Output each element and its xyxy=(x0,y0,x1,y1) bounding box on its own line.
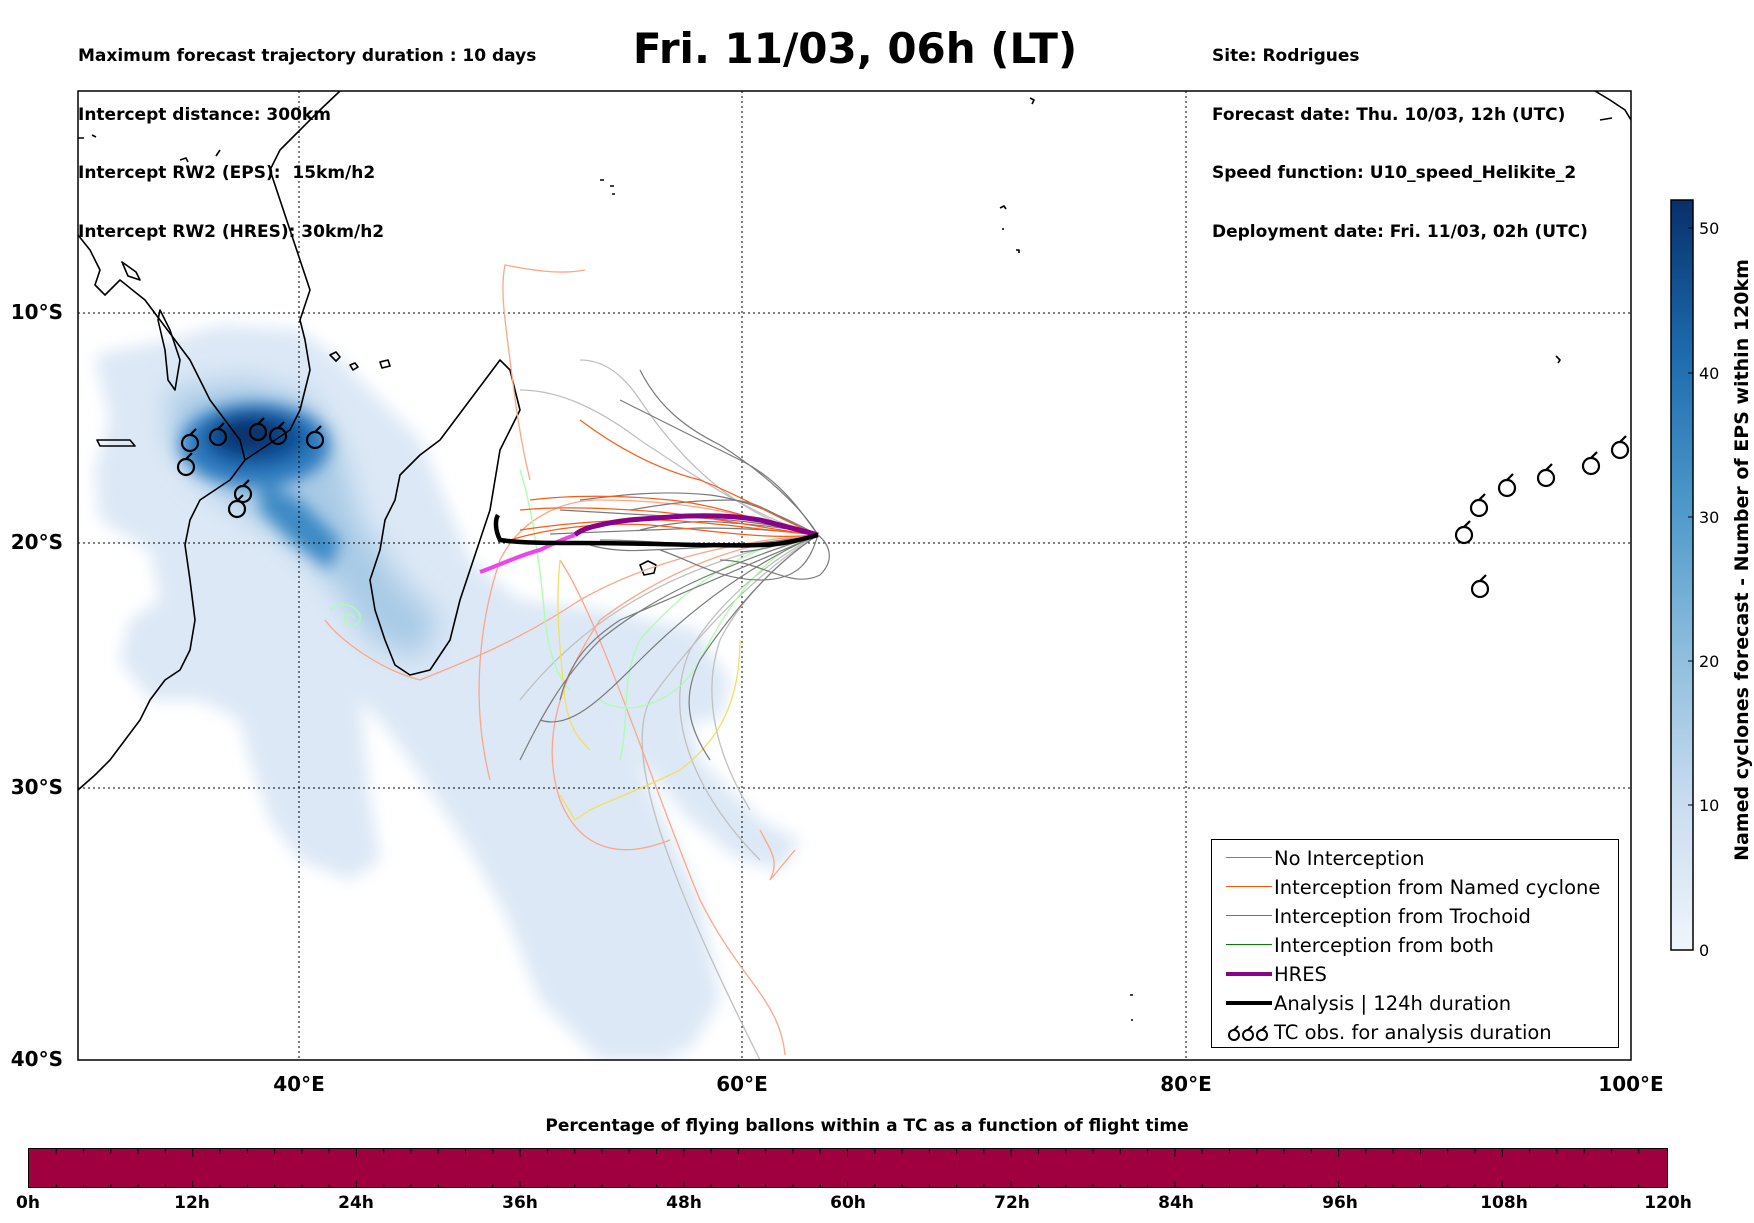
legend-label: Analysis | 124h duration xyxy=(1274,992,1512,1015)
cyclone-symbol-icon xyxy=(1581,451,1601,476)
gridlines xyxy=(78,91,1631,1060)
percentage-bar-label: 96h xyxy=(1322,1193,1358,1213)
cyclone-symbol-icon xyxy=(305,425,325,450)
colorbar-tick: 30 xyxy=(1699,508,1720,527)
legend-label: TC obs. for analysis duration xyxy=(1274,1021,1552,1044)
lon-label: 60°E xyxy=(716,1072,768,1096)
legend-label: No Interception xyxy=(1274,847,1425,870)
percentage-bar-label: 84h xyxy=(1158,1193,1194,1213)
cyclone-symbol-icon xyxy=(1610,435,1630,460)
percentage-bar-label: 12h xyxy=(174,1193,210,1213)
lat-label: 40°S xyxy=(10,1047,63,1071)
legend-label: Interception from Trochoid xyxy=(1274,905,1531,928)
legend-item-both: Interception from both xyxy=(1212,932,1618,961)
info-line: Maximum forecast trajectory duration : 1… xyxy=(78,46,537,66)
map-legend: No Interception Interception from Named … xyxy=(1211,839,1619,1048)
percentage-bar-label: 24h xyxy=(338,1193,374,1213)
forecast-info-right: Site: Rodrigues Forecast date: Thu. 10/0… xyxy=(1212,8,1588,262)
legend-item-analysis: Analysis | 124h duration xyxy=(1212,990,1618,1019)
lat-label: 30°S xyxy=(10,775,63,799)
lat-label: 20°S xyxy=(10,530,63,554)
colorbar-tick: 10 xyxy=(1699,796,1720,815)
cyclone-symbol-icon xyxy=(1536,463,1556,488)
colorbar-tick: 50 xyxy=(1699,219,1720,238)
info-line: Site: Rodrigues xyxy=(1212,46,1360,66)
legend-swatch xyxy=(1226,1001,1272,1005)
cyclone-symbol-icon xyxy=(208,422,228,447)
colorbar xyxy=(1670,199,1694,951)
map-title: Fri. 11/03, 06h (LT) xyxy=(632,24,1078,73)
percentage-bar-label: 72h xyxy=(994,1193,1030,1213)
cyclone-symbol-icon xyxy=(233,479,253,504)
lon-label: 100°E xyxy=(1598,1072,1664,1096)
legend-swatch xyxy=(1226,886,1272,887)
colorbar-title-text: Named cyclones forecast - Number of EPS … xyxy=(1731,259,1753,861)
cyclone-symbol-icon xyxy=(1454,520,1474,545)
map-frame xyxy=(77,90,1632,1061)
tc-obs-symbols xyxy=(176,417,1630,599)
cyclone-symbol-icon xyxy=(227,494,247,519)
info-line: Intercept RW2 (EPS): 15km/h2 xyxy=(78,163,376,183)
info-line: Forecast date: Thu. 10/03, 12h (UTC) xyxy=(1212,104,1566,125)
legend-label: Interception from both xyxy=(1274,934,1494,957)
cyclone-symbol-icon xyxy=(268,421,288,446)
legend-item-tc-obs: TC obs. for analysis duration xyxy=(1212,1019,1618,1048)
info-line: Intercept distance: 300km xyxy=(78,104,331,125)
cyclone-symbol-icon xyxy=(180,428,200,453)
hres-track xyxy=(573,513,819,538)
colorbar-tick: 40 xyxy=(1699,364,1720,383)
coastlines xyxy=(78,91,1631,1021)
cyclone-symbols-icon xyxy=(1228,1025,1268,1041)
cyclone-symbol-icon xyxy=(1497,473,1517,498)
hres-track-early xyxy=(479,533,576,574)
cyclone-symbol-icon xyxy=(176,452,196,477)
lon-label: 80°E xyxy=(1160,1072,1212,1096)
lon-label: 40°E xyxy=(273,1072,325,1096)
lat-label: 10°S xyxy=(10,300,63,324)
percentage-bar-ticks xyxy=(55,1149,1640,1187)
legend-label: HRES xyxy=(1274,963,1327,986)
legend-item-no-interception: No Interception xyxy=(1212,845,1618,874)
percentage-bar-label: 120h xyxy=(1644,1193,1692,1213)
forecast-info-left: Maximum forecast trajectory duration : 1… xyxy=(78,8,536,262)
legend-swatch xyxy=(1226,972,1272,976)
legend-swatch xyxy=(1226,857,1272,858)
cyclone-symbol-icon xyxy=(1470,574,1490,599)
percentage-bar-label: 36h xyxy=(502,1193,538,1213)
legend-label: Interception from Named cyclone xyxy=(1274,876,1601,899)
legend-item-trochoid: Interception from Trochoid xyxy=(1212,903,1618,932)
percentage-bar xyxy=(28,1148,1668,1188)
cyclone-symbol-icon xyxy=(248,417,268,442)
analysis-track xyxy=(493,513,819,548)
info-line: Speed function: U10_speed_Helikite_2 xyxy=(1212,163,1577,183)
legend-swatch xyxy=(1226,915,1272,916)
percentage-bar-label: 108h xyxy=(1480,1193,1528,1213)
colorbar-tick: 20 xyxy=(1699,652,1720,671)
colorbar-tick: 0 xyxy=(1699,941,1710,960)
info-line: Intercept RW2 (HRES): 30km/h2 xyxy=(78,221,385,242)
percentage-bar-title: Percentage of flying ballons within a TC… xyxy=(545,1116,1189,1136)
cyclone-symbol-icon xyxy=(1469,493,1489,518)
trajectories-named-cyclone xyxy=(509,419,819,541)
info-line: Deployment date: Fri. 11/03, 02h (UTC) xyxy=(1212,221,1588,242)
percentage-bar-label: 0h xyxy=(16,1193,40,1213)
legend-swatch xyxy=(1226,944,1272,945)
percentage-bar-label: 48h xyxy=(666,1193,702,1213)
legend-item-named-cyclone: Interception from Named cyclone xyxy=(1212,874,1618,903)
legend-item-hres: HRES xyxy=(1212,961,1618,990)
colorbar-title: Named cyclones forecast - Number of EPS … xyxy=(1727,180,1754,940)
percentage-bar-label: 60h xyxy=(830,1193,866,1213)
